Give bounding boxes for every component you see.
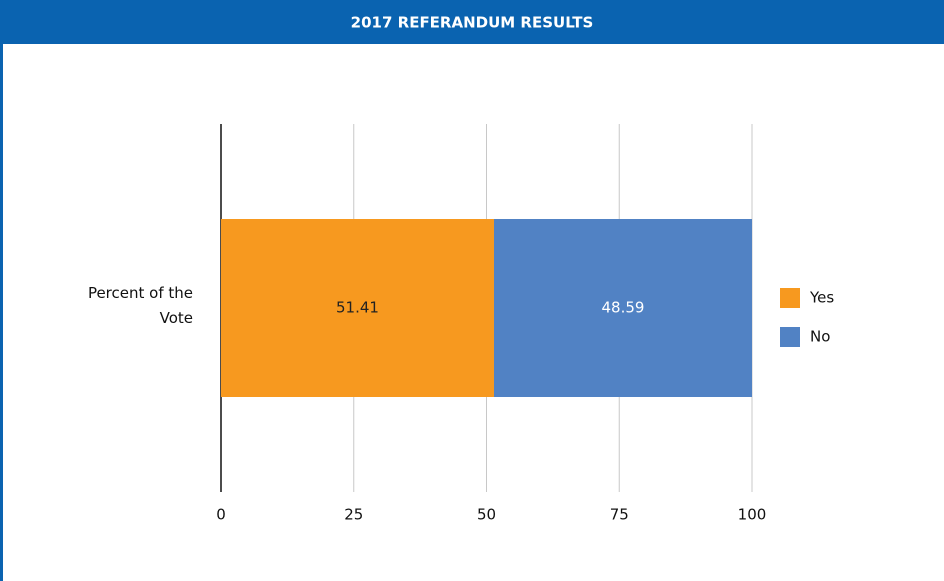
data-label: 48.59: [602, 299, 645, 317]
data-label: 51.41: [336, 299, 379, 317]
x-tick-label: 25: [344, 506, 363, 524]
x-tick-label: 100: [738, 506, 767, 524]
legend-label: No: [810, 328, 830, 346]
x-tick-label: 50: [477, 506, 496, 524]
bar-segment: [221, 219, 494, 397]
x-tick-label: 75: [610, 506, 629, 524]
left-border: [0, 44, 3, 581]
legend-swatch: [780, 327, 800, 347]
category-label: Percent of the Vote: [87, 284, 193, 327]
x-tick-label: 0: [216, 506, 226, 524]
bar-segment: [493, 219, 752, 397]
legend-label: Yes: [809, 289, 834, 307]
header-bar: [0, 0, 944, 44]
chart-title: 2017 REFERANDUM RESULTS: [351, 14, 594, 32]
legend-swatch: [780, 288, 800, 308]
